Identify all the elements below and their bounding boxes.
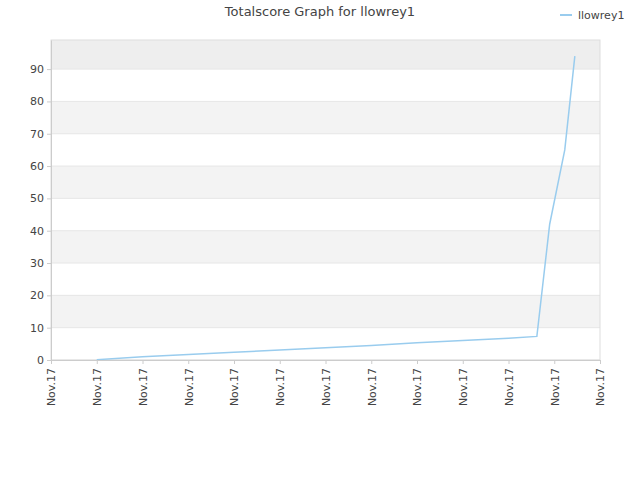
x-tick-label: Nov.17 (137, 368, 150, 406)
y-tick-mark (47, 166, 51, 167)
x-tick-label: Nov.17 (320, 368, 333, 406)
series-line (97, 56, 575, 360)
grid-band (51, 101, 600, 133)
series-group (97, 56, 575, 360)
y-tick-label: 90 (30, 63, 44, 76)
x-tick: Nov.17 (183, 360, 196, 406)
grid-band (51, 166, 600, 198)
y-tick: 80 (30, 95, 51, 108)
plot: 0102030405060708090Nov.17Nov.17Nov.17Nov… (30, 40, 607, 406)
legend-swatch (560, 14, 572, 16)
y-tick-mark (47, 360, 51, 361)
grid-line (51, 198, 600, 199)
x-tick: Nov.17 (320, 360, 333, 406)
grid (51, 40, 600, 360)
y-tick-mark (47, 328, 51, 329)
y-tick-mark (47, 263, 51, 264)
plot-frame (51, 40, 600, 360)
x-tick: Nov.17 (503, 360, 516, 406)
x-tick-mark (554, 360, 555, 364)
x-tick-mark (509, 360, 510, 364)
y-axis-line (51, 41, 52, 361)
x-tick: Nov.17 (549, 360, 562, 406)
y-tick-label: 70 (30, 128, 44, 141)
x-tick-mark (463, 360, 464, 364)
x-tick-label: Nov.17 (228, 368, 241, 406)
x-tick-label: Nov.17 (183, 368, 196, 406)
x-tick-mark (51, 360, 52, 364)
x-tick: Nov.17 (91, 360, 104, 406)
x-tick-mark (188, 360, 189, 364)
x-tick-mark (97, 360, 98, 364)
legend-label: llowrey1 (578, 9, 624, 22)
y-tick-mark (47, 231, 51, 232)
y-tick: 50 (30, 192, 51, 205)
y-tick: 70 (30, 128, 51, 141)
grid-line (51, 133, 600, 134)
chart: 0102030405060708090Nov.17Nov.17Nov.17Nov… (0, 0, 640, 480)
y-tick-label: 30 (30, 257, 44, 270)
x-tick-label: Nov.17 (274, 368, 287, 406)
x-tick: Nov.17 (228, 360, 241, 406)
grid-line (51, 166, 600, 167)
x-tick-mark (143, 360, 144, 364)
grid-band (51, 231, 600, 263)
y-tick: 30 (30, 257, 51, 270)
y-tick-label: 80 (30, 95, 44, 108)
x-tick: Nov.17 (137, 360, 150, 406)
y-tick: 90 (30, 63, 51, 76)
x-tick-label: Nov.17 (457, 368, 470, 406)
y-tick-mark (47, 69, 51, 70)
x-tick: Nov.17 (45, 360, 58, 406)
grid-line (51, 327, 600, 328)
y-tick: 40 (30, 225, 51, 238)
grid-line (51, 263, 600, 264)
y-tick-label: 20 (30, 289, 44, 302)
x-tick: Nov.17 (274, 360, 287, 406)
grid-line (51, 295, 600, 296)
x-tick-mark (234, 360, 235, 364)
y-tick-mark (47, 198, 51, 199)
x-axis: Nov.17 Nov.17 Nov.17 Nov.17 Nov.17 Nov.17 Nov.… (45, 360, 607, 406)
grid-line (51, 69, 600, 70)
y-tick-label: 40 (30, 225, 44, 238)
y-tick-label: 60 (30, 160, 44, 173)
y-tick-label: 10 (30, 322, 44, 335)
y-tick: 0 (37, 354, 51, 367)
x-tick-label: Nov.17 (91, 368, 104, 406)
grid-line (51, 230, 600, 231)
x-tick-label: Nov.17 (366, 368, 379, 406)
y-tick: 20 (30, 289, 51, 302)
grid-line (51, 101, 600, 102)
x-tick: Nov.17 (411, 360, 424, 406)
y-tick: 60 (30, 160, 51, 173)
y-tick-label: 0 (37, 354, 44, 367)
x-tick-label: Nov.17 (549, 368, 562, 406)
x-tick-mark (280, 360, 281, 364)
grid-band (51, 40, 600, 69)
y-axis: 0 10 20 30 40 50 60 70 80 90 (30, 41, 52, 368)
x-tick-label: Nov.17 (503, 368, 516, 406)
chart-title: Totalscore Graph for llowrey1 (224, 4, 415, 19)
grid-band (51, 295, 600, 327)
x-tick-mark (417, 360, 418, 364)
x-tick-mark (371, 360, 372, 364)
x-tick-label: Nov.17 (594, 368, 607, 406)
y-tick-mark (47, 134, 51, 135)
x-tick-mark (600, 360, 601, 364)
y-tick-mark (47, 295, 51, 296)
x-tick: Nov.17 (594, 360, 607, 406)
x-tick-mark (326, 360, 327, 364)
legend: llowrey1 (560, 9, 624, 22)
y-tick: 10 (30, 322, 51, 335)
x-tick: Nov.17 (457, 360, 470, 406)
x-tick-label: Nov.17 (411, 368, 424, 406)
y-tick-label: 50 (30, 192, 44, 205)
x-tick-label: Nov.17 (45, 368, 58, 406)
x-tick: Nov.17 (366, 360, 379, 406)
y-tick-mark (47, 101, 51, 102)
